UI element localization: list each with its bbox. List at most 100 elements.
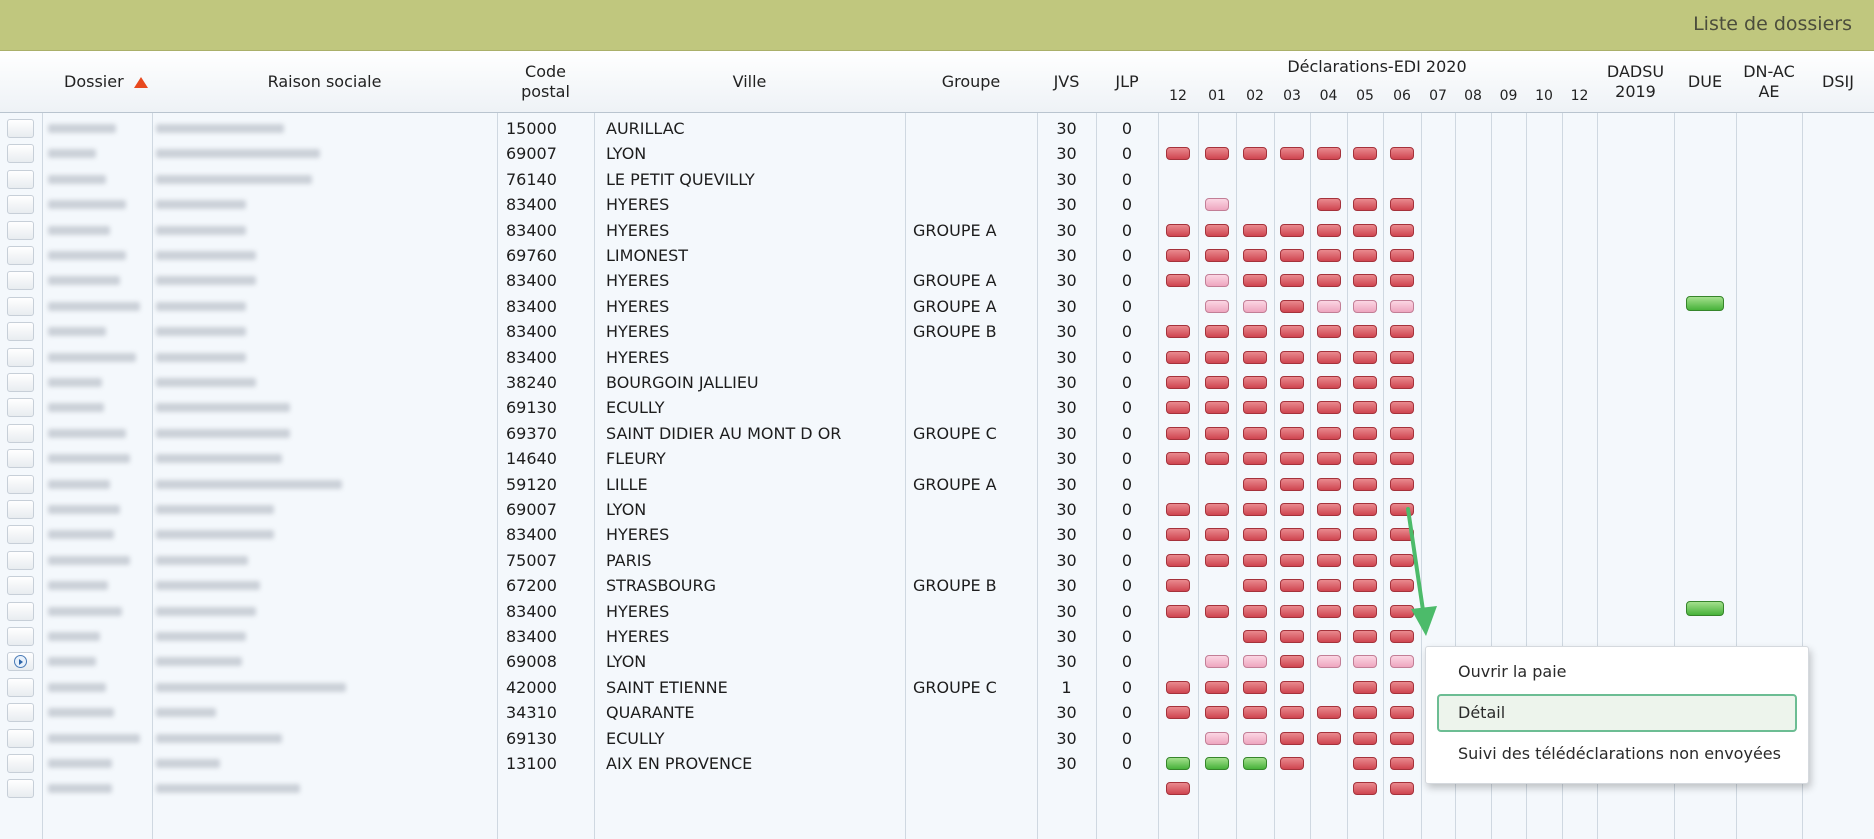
declaration-status-red-pill[interactable]: [1243, 325, 1267, 339]
declaration-status-red-pill[interactable]: [1205, 604, 1229, 618]
declaration-status-red-pill[interactable]: [1280, 401, 1304, 415]
declaration-status-red-pill[interactable]: [1353, 782, 1377, 796]
declaration-status-red-pill[interactable]: [1353, 604, 1377, 618]
declaration-status-red-pill[interactable]: [1280, 477, 1304, 491]
column-header-due[interactable]: DUE: [1674, 51, 1736, 113]
declaration-status-red-pill[interactable]: [1280, 452, 1304, 466]
declaration-status-red-pill[interactable]: [1316, 350, 1341, 364]
declaration-status-red-pill[interactable]: [1243, 452, 1267, 466]
declaration-status-red-pill[interactable]: [1316, 553, 1341, 567]
row-selector[interactable]: [7, 754, 34, 773]
declaration-status-red-pill[interactable]: [1390, 147, 1414, 161]
column-header-month-6[interactable]: 06: [1393, 88, 1411, 104]
declaration-status-red-pill[interactable]: [1390, 680, 1414, 694]
row-selector[interactable]: [7, 373, 34, 392]
declaration-status-red-pill[interactable]: [1243, 553, 1267, 567]
row-selector[interactable]: [7, 169, 34, 189]
table-row[interactable]: 15000 AURILLAC 30 0: [0, 116, 1874, 141]
row-selector[interactable]: [7, 779, 34, 799]
declaration-status-red-pill[interactable]: [1243, 401, 1267, 415]
declaration-status-red-pill[interactable]: [1390, 350, 1414, 364]
row-selector[interactable]: [7, 119, 34, 138]
declaration-status-red-pill[interactable]: [1316, 503, 1341, 516]
table-row[interactable]: 83400 HYERES 30 0: [0, 192, 1874, 217]
declaration-status-red-pill[interactable]: [1205, 706, 1229, 720]
declaration-status-red-pill[interactable]: [1205, 223, 1229, 237]
context-menu-item-suivi-teledeclarations[interactable]: Suivi des télédéclarations non envoyées: [1458, 744, 1781, 763]
declaration-status-red-pill[interactable]: [1243, 604, 1267, 618]
declaration-status-red-pill[interactable]: [1316, 452, 1341, 466]
table-row[interactable]: [0, 776, 1874, 801]
declaration-status-pink-pill[interactable]: [1243, 299, 1267, 313]
due-status-green-pill[interactable]: [1686, 295, 1724, 311]
row-selector[interactable]: [7, 220, 34, 240]
context-menu-item-ouvrir-la-paie[interactable]: Ouvrir la paie: [1458, 662, 1567, 681]
table-row[interactable]: 83400 HYERES 30 0: [0, 345, 1874, 370]
declaration-status-red-pill[interactable]: [1316, 198, 1341, 212]
declaration-status-red-pill[interactable]: [1243, 503, 1267, 516]
declaration-status-red-pill[interactable]: [1166, 579, 1190, 593]
column-header-dnac-ae[interactable]: DN-AC AE: [1736, 51, 1802, 113]
declaration-status-red-pill[interactable]: [1280, 655, 1304, 669]
row-selector[interactable]: [7, 677, 34, 697]
declaration-status-red-pill[interactable]: [1166, 249, 1190, 262]
declaration-status-red-pill[interactable]: [1353, 553, 1377, 567]
declaration-status-red-pill[interactable]: [1316, 477, 1341, 491]
declaration-status-red-pill[interactable]: [1316, 426, 1341, 440]
declaration-status-red-pill[interactable]: [1205, 553, 1229, 567]
column-header-month-8[interactable]: 08: [1464, 88, 1482, 104]
declaration-status-green-pill[interactable]: [1243, 757, 1267, 770]
column-header-month-9[interactable]: 09: [1499, 88, 1518, 104]
declaration-status-red-pill[interactable]: [1280, 757, 1304, 770]
table-row[interactable]: 14640 FLEURY 30 0: [0, 446, 1874, 471]
declaration-status-red-pill[interactable]: [1205, 147, 1229, 161]
declaration-status-pink-pill[interactable]: [1243, 731, 1267, 745]
declaration-status-red-pill[interactable]: [1280, 249, 1304, 262]
declaration-status-red-pill[interactable]: [1243, 223, 1267, 237]
declaration-status-red-pill[interactable]: [1353, 249, 1377, 262]
table-row[interactable]: 13100 AIX EN PROVENCE 30 0: [0, 751, 1874, 776]
declaration-status-red-pill[interactable]: [1243, 426, 1267, 440]
declaration-status-red-pill[interactable]: [1390, 630, 1414, 643]
declaration-status-pink-pill[interactable]: [1205, 198, 1229, 212]
table-row[interactable]: 69007 LYON 30 0: [0, 497, 1874, 522]
declaration-status-red-pill[interactable]: [1316, 401, 1341, 415]
declaration-status-red-pill[interactable]: [1390, 198, 1414, 212]
declaration-status-red-pill[interactable]: [1243, 376, 1267, 389]
declaration-status-red-pill[interactable]: [1205, 528, 1229, 542]
column-header-dadsu[interactable]: DADSU 2019: [1597, 51, 1674, 113]
declaration-status-pink-pill[interactable]: [1205, 274, 1229, 288]
table-row[interactable]: 69760 LIMONEST 30 0: [0, 243, 1874, 268]
row-selector-current[interactable]: [7, 652, 34, 672]
row-selector[interactable]: [7, 271, 34, 291]
declaration-status-red-pill[interactable]: [1243, 274, 1267, 288]
declaration-status-red-pill[interactable]: [1390, 249, 1414, 262]
declaration-status-red-pill[interactable]: [1166, 553, 1190, 567]
declaration-status-red-pill[interactable]: [1166, 680, 1190, 694]
declaration-status-red-pill[interactable]: [1243, 706, 1267, 720]
declaration-status-red-pill[interactable]: [1280, 731, 1304, 745]
declaration-status-red-pill[interactable]: [1166, 401, 1190, 415]
table-row[interactable]: 69130 ECULLY 30 0: [0, 726, 1874, 751]
declaration-status-red-pill[interactable]: [1316, 528, 1341, 542]
declaration-status-red-pill[interactable]: [1166, 452, 1190, 466]
declaration-status-red-pill[interactable]: [1205, 401, 1229, 415]
declaration-status-red-pill[interactable]: [1166, 503, 1190, 516]
declaration-status-red-pill[interactable]: [1280, 350, 1304, 364]
table-row[interactable]: 83400 HYERES 30 0: [0, 624, 1874, 649]
table-row[interactable]: 38240 BOURGOIN JALLIEU 30 0: [0, 370, 1874, 395]
declaration-status-red-pill[interactable]: [1353, 274, 1377, 288]
declaration-status-red-pill[interactable]: [1205, 680, 1229, 694]
declaration-status-red-pill[interactable]: [1280, 223, 1304, 237]
declaration-status-red-pill[interactable]: [1316, 731, 1341, 745]
declaration-status-red-pill[interactable]: [1243, 630, 1267, 643]
declaration-status-red-pill[interactable]: [1205, 452, 1229, 466]
row-selector[interactable]: [7, 627, 34, 646]
declaration-status-red-pill[interactable]: [1390, 579, 1414, 593]
declaration-status-red-pill[interactable]: [1353, 503, 1377, 516]
declaration-status-red-pill[interactable]: [1166, 528, 1190, 542]
column-header-ville[interactable]: Ville: [594, 51, 905, 113]
declaration-status-pink-pill[interactable]: [1243, 655, 1267, 669]
declaration-status-red-pill[interactable]: [1390, 223, 1414, 237]
declaration-status-red-pill[interactable]: [1280, 528, 1304, 542]
